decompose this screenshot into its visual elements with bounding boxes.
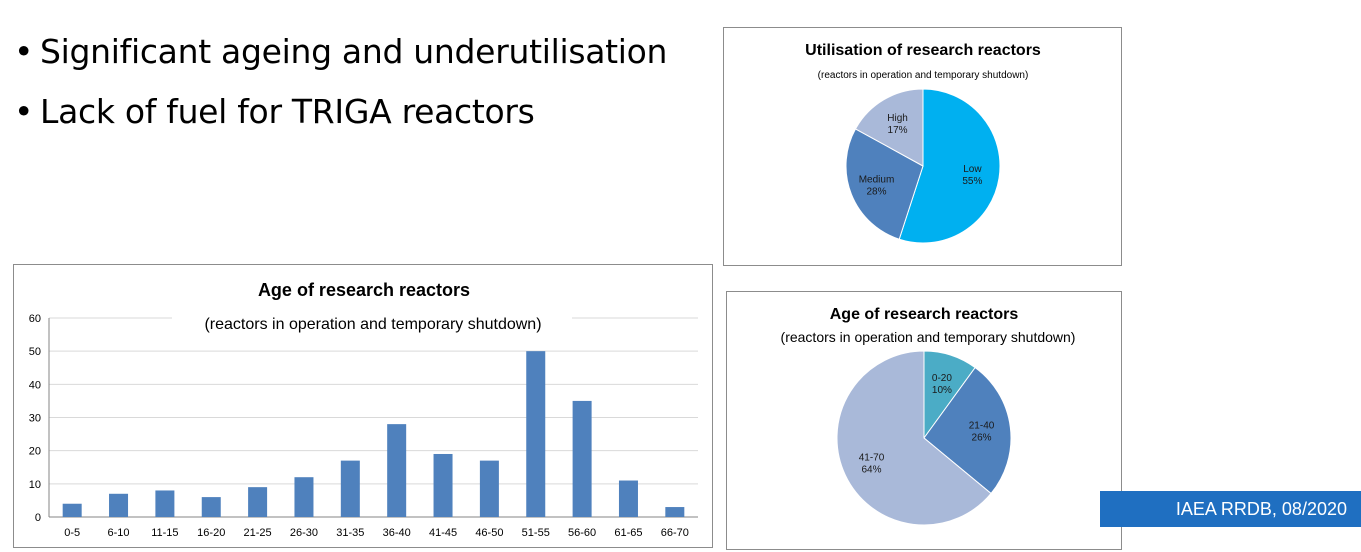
bar-51-55 — [526, 351, 546, 517]
bullet-dot: • — [14, 32, 34, 71]
pie-slice-low — [898, 88, 1001, 244]
chart-subtitle: (reactors in operation and temporary shu… — [204, 316, 541, 333]
y-tick-label: 30 — [29, 413, 41, 425]
x-tick-label: 31-35 — [336, 527, 364, 539]
slice-label: High — [887, 113, 908, 124]
utilisation-pie-chart: Utilisation of research reactors (reacto… — [805, 42, 1041, 244]
y-tick-label: 0 — [35, 512, 41, 524]
slice-label: 21-40 — [969, 421, 995, 432]
slice-label: 0-20 — [932, 373, 952, 384]
pie-slice-41-70 — [836, 350, 992, 526]
chart-title: Age of research reactors — [830, 306, 1019, 323]
slice-percent: 28% — [867, 186, 887, 197]
source-badge: IAEA RRDB, 08/2020 — [1100, 491, 1361, 527]
x-tick-label: 21-25 — [244, 527, 272, 539]
bullet-item: • Significant ageing and underutilisation — [14, 22, 667, 82]
x-tick-label: 51-55 — [522, 527, 550, 539]
bullet-text: Significant ageing and underutilisation — [40, 32, 668, 71]
bullet-list: • Significant ageing and underutilisation… — [14, 22, 667, 142]
slice-percent: 64% — [862, 465, 882, 476]
bar-31-35 — [340, 460, 360, 517]
x-tick-label: 16-20 — [197, 527, 225, 539]
chart-subtitle: (reactors in operation and temporary shu… — [781, 329, 1076, 345]
y-tick-label: 40 — [29, 379, 41, 391]
age-pie-chart: Age of research reactors (reactors in op… — [781, 306, 1076, 526]
age-pie-chart-panel: Age of research reactors (reactors in op… — [726, 291, 1122, 550]
subtitle-background — [172, 312, 572, 334]
bar-56-60 — [572, 400, 592, 517]
x-tick-label: 56-60 — [568, 527, 596, 539]
bar-0-5 — [62, 503, 82, 517]
age-bar-chart: Age of research reactors 0 10 20 30 40 50 60 0-… — [29, 280, 698, 539]
x-tick-label: 66-70 — [661, 527, 689, 539]
slice-label: Low — [963, 164, 982, 175]
slice-percent: 55% — [962, 176, 982, 187]
x-tick-label: 36-40 — [383, 527, 411, 539]
bar-46-50 — [479, 460, 499, 517]
bar-66-70 — [665, 507, 685, 517]
x-tick-label: 41-45 — [429, 527, 457, 539]
chart-title: Age of research reactors — [258, 280, 470, 300]
y-tick-label: 10 — [29, 479, 41, 491]
pie-slice-21-40 — [923, 366, 1012, 495]
x-tick-label: 6-10 — [108, 527, 130, 539]
pie-slice-medium — [845, 128, 924, 240]
slice-percent: 10% — [932, 385, 952, 396]
pie-slice-high — [854, 88, 924, 167]
slice-percent: 17% — [888, 125, 908, 136]
x-tick-label: 46-50 — [475, 527, 503, 539]
bar-16-20 — [201, 497, 221, 517]
slice-label: Medium — [859, 174, 895, 185]
utilisation-chart-panel: Utilisation of research reactors (reacto… — [723, 27, 1122, 266]
x-tick-label: 11-15 — [151, 527, 178, 539]
bar-36-40 — [387, 424, 407, 517]
bar-26-30 — [294, 477, 314, 517]
y-tick-label: 50 — [29, 346, 41, 358]
bar-11-15 — [155, 490, 175, 517]
x-tick-label: 0-5 — [64, 527, 80, 539]
bar-6-10 — [109, 493, 129, 517]
age-bar-chart-panel: Age of research reactors 0 10 20 30 40 50 60 0-… — [13, 264, 713, 548]
bullet-text: Lack of fuel for TRIGA reactors — [40, 92, 535, 131]
x-tick-label: 61-65 — [614, 527, 642, 539]
chart-subtitle: (reactors in operation and temporary shu… — [818, 70, 1029, 81]
bar-61-65 — [618, 480, 638, 517]
slice-percent: 26% — [972, 433, 992, 444]
bullet-item: • Lack of fuel for TRIGA reactors — [14, 82, 667, 142]
slice-label: 41-70 — [859, 453, 885, 464]
bullet-dot: • — [14, 92, 34, 131]
bar-21-25 — [248, 487, 268, 517]
y-tick-label: 60 — [29, 313, 41, 325]
chart-title: Utilisation of research reactors — [805, 42, 1041, 59]
bar-41-45 — [433, 453, 453, 517]
x-tick-label: 26-30 — [290, 527, 318, 539]
y-tick-label: 20 — [29, 446, 41, 458]
